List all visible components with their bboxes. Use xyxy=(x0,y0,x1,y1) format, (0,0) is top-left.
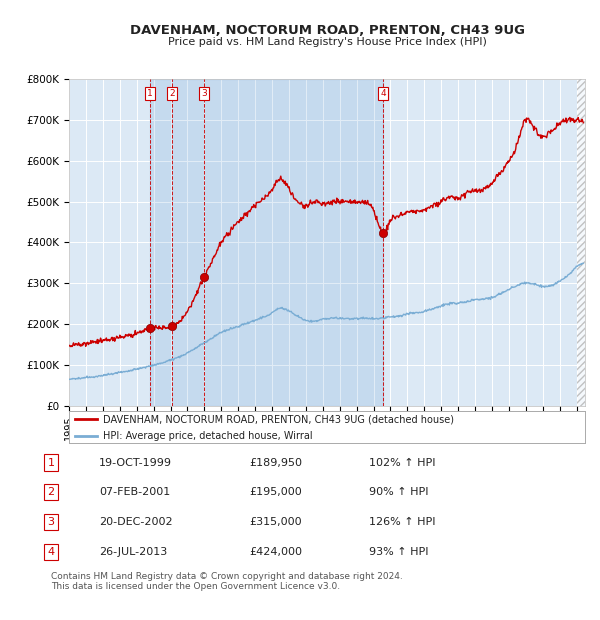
Text: £424,000: £424,000 xyxy=(249,547,302,557)
Text: 1: 1 xyxy=(148,89,153,98)
Text: £195,000: £195,000 xyxy=(249,487,302,497)
Text: 126% ↑ HPI: 126% ↑ HPI xyxy=(369,517,436,527)
Text: 3: 3 xyxy=(47,517,55,527)
Text: 90% ↑ HPI: 90% ↑ HPI xyxy=(369,487,428,497)
Bar xyxy=(577,79,587,406)
Text: 4: 4 xyxy=(380,89,386,98)
Text: 1: 1 xyxy=(47,458,55,467)
Text: 2: 2 xyxy=(169,89,175,98)
Text: 19-OCT-1999: 19-OCT-1999 xyxy=(99,458,172,467)
Text: 20-DEC-2002: 20-DEC-2002 xyxy=(99,517,173,527)
Text: HPI: Average price, detached house, Wirral: HPI: Average price, detached house, Wirr… xyxy=(103,431,312,441)
Text: 102% ↑ HPI: 102% ↑ HPI xyxy=(369,458,436,467)
Text: Price paid vs. HM Land Registry's House Price Index (HPI): Price paid vs. HM Land Registry's House … xyxy=(167,37,487,47)
Text: Contains HM Land Registry data © Crown copyright and database right 2024.
This d: Contains HM Land Registry data © Crown c… xyxy=(51,572,403,591)
Text: £315,000: £315,000 xyxy=(249,517,302,527)
Text: 26-JUL-2013: 26-JUL-2013 xyxy=(99,547,167,557)
Text: 2: 2 xyxy=(47,487,55,497)
Text: 93% ↑ HPI: 93% ↑ HPI xyxy=(369,547,428,557)
Text: 4: 4 xyxy=(47,547,55,557)
Text: £189,950: £189,950 xyxy=(249,458,302,467)
Text: 07-FEB-2001: 07-FEB-2001 xyxy=(99,487,170,497)
Text: DAVENHAM, NOCTORUM ROAD, PRENTON, CH43 9UG (detached house): DAVENHAM, NOCTORUM ROAD, PRENTON, CH43 9… xyxy=(103,414,454,424)
Text: 3: 3 xyxy=(201,89,207,98)
Text: DAVENHAM, NOCTORUM ROAD, PRENTON, CH43 9UG: DAVENHAM, NOCTORUM ROAD, PRENTON, CH43 9… xyxy=(130,24,524,37)
Bar xyxy=(150,79,383,406)
